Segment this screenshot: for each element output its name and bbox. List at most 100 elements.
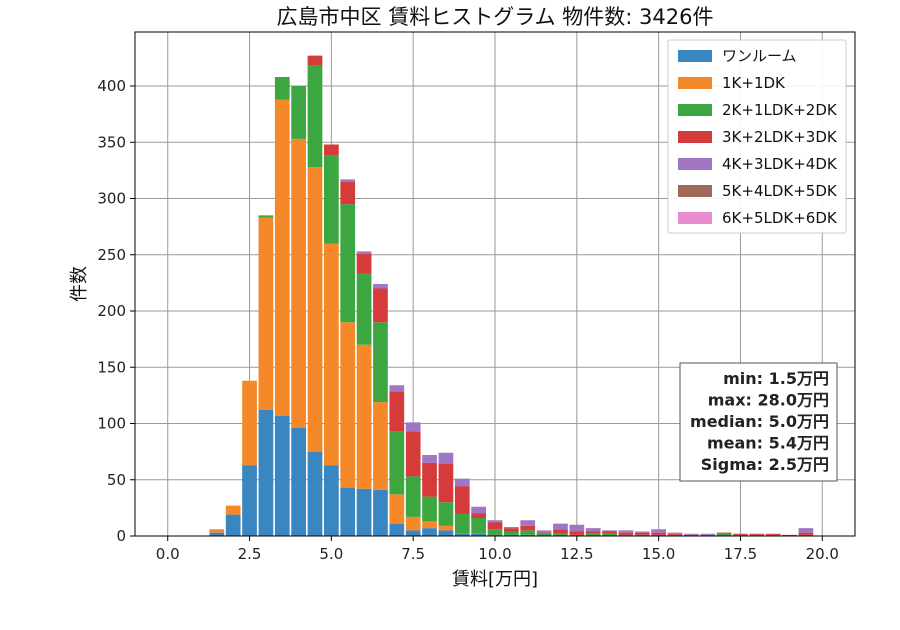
bar-series-3-bin-28 xyxy=(667,533,683,535)
bar-series-2-bin-16 xyxy=(471,518,486,534)
legend-swatch xyxy=(678,104,712,116)
legend: ワンルーム 1K+1DK 2K+1LDK+2DK 3K+2LDK+3DK 4K+3LDK… xyxy=(667,39,847,234)
bar-series-4-bin-30 xyxy=(700,533,716,535)
bar-series-3-bin-36 xyxy=(798,532,814,535)
bar-series-3-bin-27 xyxy=(651,532,666,535)
bar-series-2-bin-22 xyxy=(569,534,585,536)
bar-series-3-bin-29 xyxy=(684,534,699,536)
bar-series-3-bin-32 xyxy=(733,533,748,535)
bar-series-3-bin-12 xyxy=(405,431,421,477)
bar-series-1-bin-0 xyxy=(209,529,225,533)
bar-series-1-bin-1 xyxy=(225,505,241,515)
bar-series-4-bin-26 xyxy=(634,531,650,533)
bar-series-0-bin-9 xyxy=(356,488,372,536)
bar-series-0-bin-14 xyxy=(438,530,454,536)
bar-series-4-bin-24 xyxy=(602,530,617,532)
bar-series-1-bin-5 xyxy=(291,138,306,428)
tick-marks xyxy=(130,85,823,541)
x-tick-label: 2.5 xyxy=(238,545,262,563)
legend-label: 5K+4LDK+5DK xyxy=(722,182,838,200)
bar-series-3-bin-14 xyxy=(438,464,454,503)
bar-series-0-bin-6 xyxy=(307,451,323,536)
bar-series-2-bin-23 xyxy=(585,533,601,536)
bar-series-3-bin-15 xyxy=(454,486,470,514)
bar-series-1-bin-6 xyxy=(307,167,323,452)
bar-series-2-bin-14 xyxy=(438,502,454,526)
bar-series-3-bin-8 xyxy=(340,181,356,205)
bar-series-1-bin-9 xyxy=(356,344,372,489)
bar-series-3-bin-24 xyxy=(602,531,617,534)
bar-series-1-bin-12 xyxy=(405,516,421,531)
stats-line: median: 5.0万円 xyxy=(690,412,829,431)
bar-series-0-bin-1 xyxy=(225,514,241,536)
y-tick-labels: 0 50 100 150 200 250 300 350 400 xyxy=(97,77,126,545)
y-tick-label: 150 xyxy=(97,358,126,376)
x-tick-label: 5.0 xyxy=(319,545,343,563)
legend-swatch xyxy=(678,185,712,197)
legend-label: 4K+3LDK+4DK xyxy=(722,155,838,173)
bar-series-3-bin-19 xyxy=(520,525,536,531)
y-tick-label: 200 xyxy=(97,302,126,320)
bar-series-4-bin-8 xyxy=(340,179,356,182)
bar-series-2-bin-27 xyxy=(651,534,666,536)
bar-series-4-bin-17 xyxy=(487,520,503,523)
legend-label: ワンルーム xyxy=(722,47,797,65)
bar-series-0-bin-11 xyxy=(389,523,405,536)
bar-series-1-bin-3 xyxy=(258,217,274,410)
legend-swatch xyxy=(678,212,712,224)
stats-frame xyxy=(679,362,838,482)
bar-series-4-bin-10 xyxy=(373,284,388,289)
legend-frame xyxy=(667,39,847,234)
bar-series-4-bin-28 xyxy=(667,532,683,534)
bar-series-1-bin-4 xyxy=(274,99,290,416)
bar-series-0-bin-4 xyxy=(274,415,290,536)
x-tick-label: 0.0 xyxy=(156,545,180,563)
bar-series-2-bin-11 xyxy=(389,431,405,495)
bar-series-2-bin-9 xyxy=(356,273,372,345)
bar-series-3-bin-7 xyxy=(324,144,339,156)
legend-label: 1K+1DK xyxy=(722,74,786,92)
bar-series-4-bin-13 xyxy=(422,455,437,463)
legend-label: 6K+5LDK+6DK xyxy=(722,209,838,227)
bar-series-0-bin-8 xyxy=(340,487,356,536)
bar-series-4-bin-22 xyxy=(569,524,585,532)
bars xyxy=(209,55,814,536)
stats-line: min: 1.5万円 xyxy=(723,369,829,388)
bar-series-2-bin-8 xyxy=(340,204,356,323)
bar-series-2-bin-25 xyxy=(618,534,634,536)
bar-series-0-bin-17 xyxy=(487,534,503,536)
bar-series-3-bin-6 xyxy=(307,55,323,66)
bar-series-2-bin-10 xyxy=(373,322,388,403)
legend-label: 3K+2LDK+3DK xyxy=(722,128,838,146)
bar-series-4-bin-18 xyxy=(504,527,519,529)
bar-series-2-bin-6 xyxy=(307,65,323,167)
bar-series-2-bin-12 xyxy=(405,476,421,517)
bar-series-2-bin-21 xyxy=(553,533,568,536)
bar-series-3-bin-11 xyxy=(389,392,405,432)
bar-series-1-bin-10 xyxy=(373,402,388,490)
bar-series-4-bin-14 xyxy=(438,452,454,464)
bar-series-2-bin-20 xyxy=(536,533,552,536)
bar-series-2-bin-36 xyxy=(798,534,814,536)
y-tick-label: 350 xyxy=(97,133,126,151)
bar-series-2-bin-34 xyxy=(765,534,781,536)
legend-swatch xyxy=(678,77,712,89)
bar-series-2-bin-7 xyxy=(324,155,339,244)
bar-series-4-bin-36 xyxy=(798,528,814,533)
bar-series-3-bin-20 xyxy=(536,532,552,534)
bar-series-0-bin-13 xyxy=(422,528,437,536)
bar-series-4-bin-23 xyxy=(585,528,601,532)
legend-swatch xyxy=(678,158,712,170)
chart-title: 広島市中区 賃料ヒストグラム 物件数: 3426件 xyxy=(277,5,714,29)
bar-series-3-bin-17 xyxy=(487,522,503,530)
x-axis-label: 賃料[万円] xyxy=(452,569,538,590)
x-tick-label: 12.5 xyxy=(560,545,593,563)
bar-series-3-bin-16 xyxy=(471,513,486,518)
bar-series-0-bin-16 xyxy=(471,533,486,536)
bar-series-0-bin-5 xyxy=(291,428,306,536)
bar-series-1-bin-13 xyxy=(422,521,437,529)
y-tick-label: 400 xyxy=(97,77,126,95)
bar-series-0-bin-15 xyxy=(454,533,470,536)
bar-series-3-bin-33 xyxy=(749,533,765,535)
